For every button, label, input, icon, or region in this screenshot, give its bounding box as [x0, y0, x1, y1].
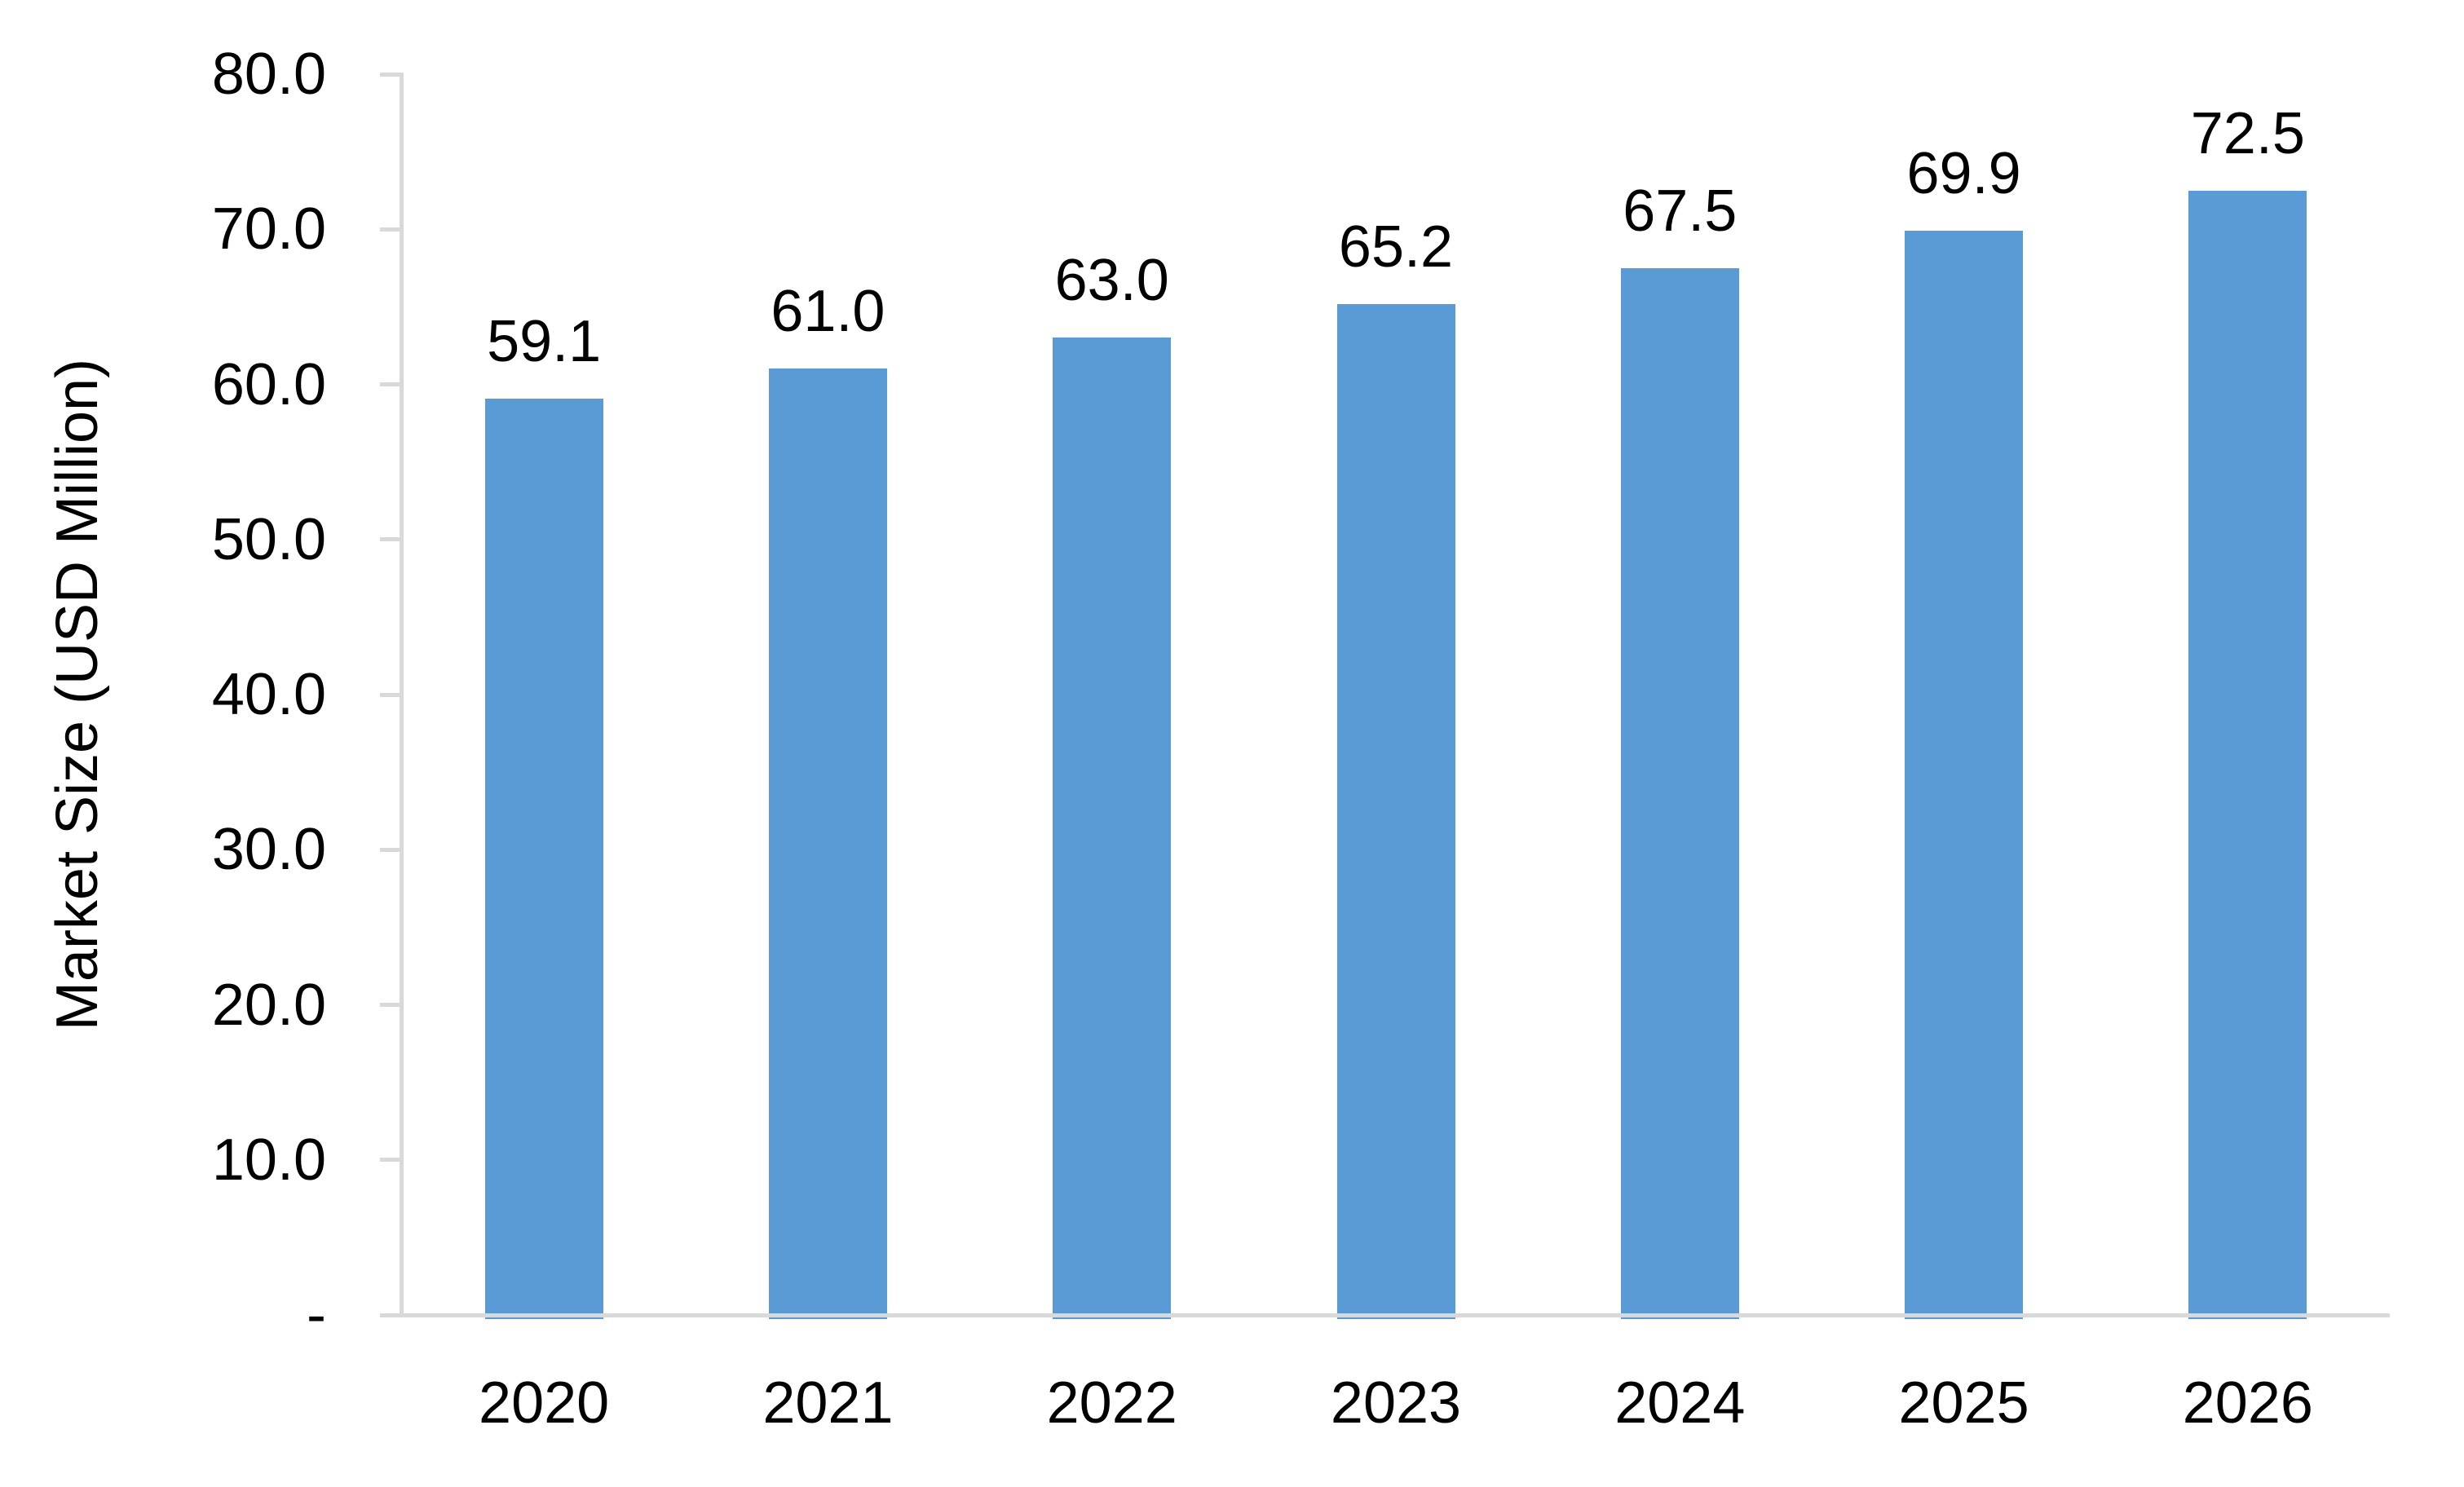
y-axis-tick — [380, 692, 404, 697]
x-axis-category-label: 2024 — [1614, 1370, 1746, 1436]
x-axis-line — [400, 1313, 2390, 1317]
x-axis-category-label: 2023 — [1330, 1370, 1462, 1436]
y-axis-tick — [380, 847, 404, 852]
bar-value-label: 67.5 — [1623, 178, 1738, 244]
y-axis-tick — [380, 227, 404, 232]
y-axis-tick-label: 20.0 — [211, 972, 326, 1038]
bar — [484, 398, 603, 1319]
bar-value-label: 69.9 — [1906, 141, 2021, 207]
x-axis-category-label: 2026 — [2182, 1370, 2313, 1436]
y-axis-tick-label: 10.0 — [211, 1127, 326, 1193]
bar-value-label: 61.0 — [771, 279, 885, 345]
y-axis-tick — [380, 72, 404, 77]
y-axis-tick-label: 80.0 — [211, 42, 326, 107]
bar — [1336, 303, 1455, 1319]
bar — [1905, 231, 2024, 1319]
bar — [2188, 190, 2307, 1319]
y-axis-tick — [380, 1003, 404, 1007]
y-axis-tick — [380, 537, 404, 542]
y-axis-tick-label: 40.0 — [211, 662, 326, 727]
bar-value-label: 72.5 — [2190, 100, 2305, 166]
bar-value-label: 65.2 — [1338, 214, 1454, 280]
x-axis-category-label: 2020 — [479, 1370, 610, 1436]
bar — [768, 368, 887, 1319]
y-axis-tick — [380, 382, 404, 386]
y-axis-tick-label: - — [307, 1282, 326, 1348]
y-axis-tick — [380, 1158, 404, 1163]
y-axis-tick-label: 50.0 — [211, 506, 326, 572]
y-axis-tick — [380, 1313, 404, 1317]
bar — [1053, 338, 1172, 1319]
bar — [1620, 267, 1739, 1319]
x-axis-category-label: 2021 — [762, 1370, 894, 1436]
y-axis-tick-label: 30.0 — [211, 817, 326, 883]
x-axis-category-label: 2025 — [1898, 1370, 2029, 1436]
bar-value-label: 63.0 — [1054, 248, 1169, 314]
y-axis-tick-label: 60.0 — [211, 351, 326, 417]
y-axis-tick-label: 70.0 — [211, 196, 326, 263]
x-axis-category-label: 2022 — [1046, 1370, 1177, 1436]
bar-value-label: 59.1 — [487, 308, 602, 374]
